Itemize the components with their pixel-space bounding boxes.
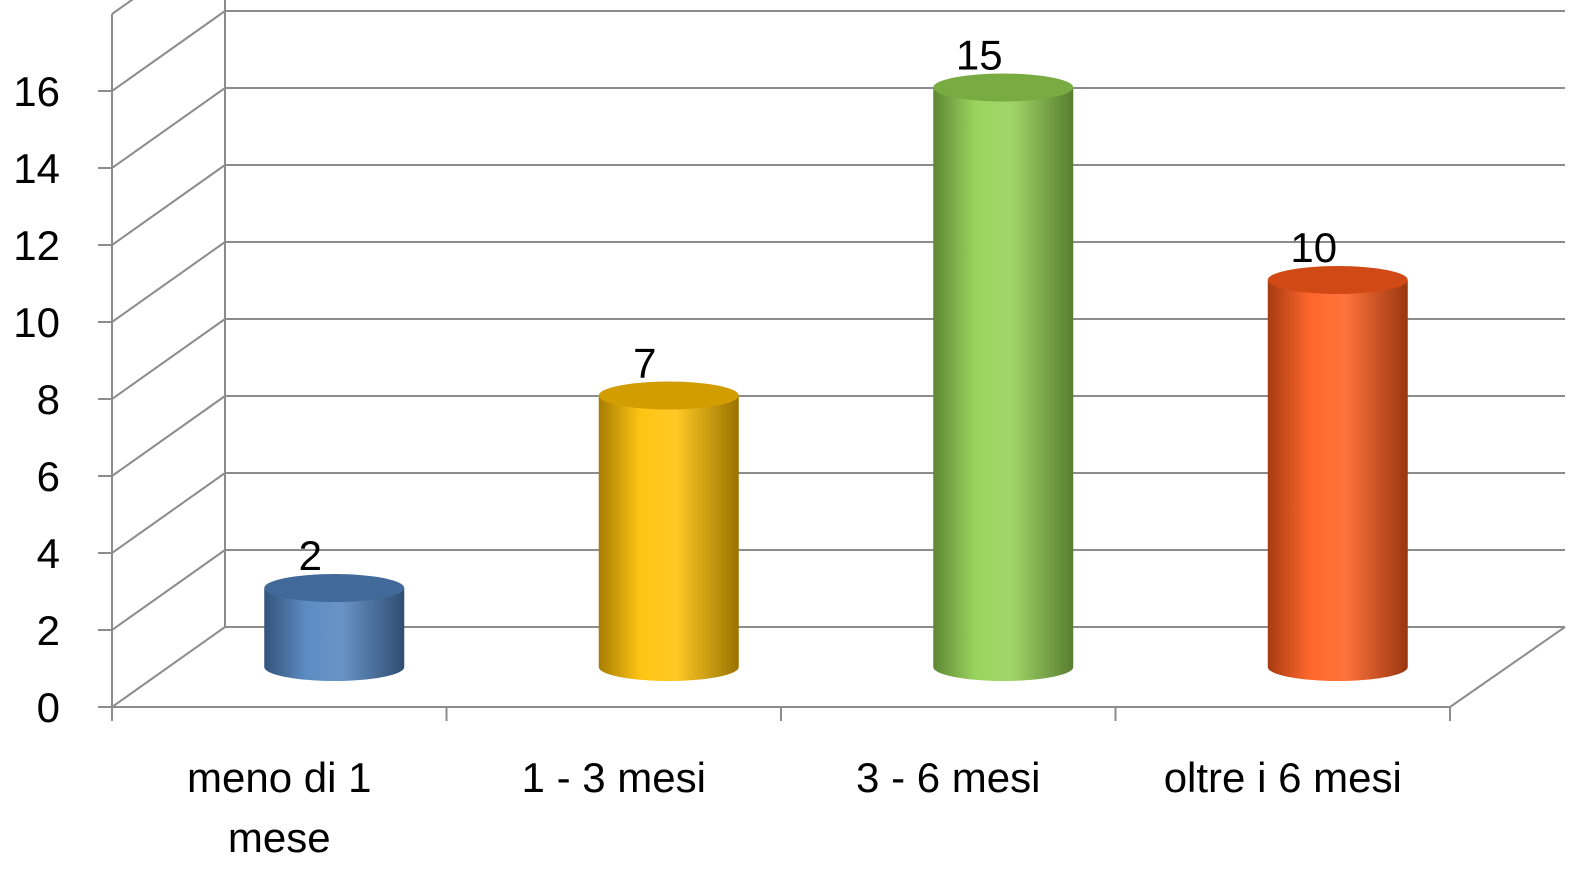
bar-top: [1267, 266, 1408, 294]
bars: [264, 73, 1408, 682]
gridline-side: [111, 0, 134, 15]
y-tick-label: 16: [13, 68, 60, 115]
x-tick-label: 1 - 3 mesi: [522, 754, 706, 801]
y-tick-label: 0: [37, 684, 60, 731]
chart-walls: [224, 0, 1566, 708]
y-tick-label: 6: [37, 453, 60, 500]
data-label: 7: [633, 340, 656, 387]
bar: [598, 381, 739, 682]
gridline-side: [111, 10, 226, 92]
y-tick-labels: 0 2 4 6 8 10 12 14 16: [13, 68, 60, 731]
bar: [1267, 266, 1408, 682]
gridline-side: [111, 241, 226, 323]
bar: [264, 574, 405, 682]
floor-right-edge: [1449, 626, 1566, 708]
y-tick-label: 12: [13, 222, 60, 269]
x-tick-label: meno di 1: [187, 754, 371, 801]
bar-body: [933, 87, 1074, 682]
bar: [933, 73, 1074, 682]
axes: [98, 14, 1451, 721]
x-tick-label: 3 - 6 mesi: [856, 754, 1040, 801]
data-labels: 2 7 15 10: [299, 32, 1338, 580]
data-label: 10: [1290, 224, 1337, 271]
y-tick-label: 14: [13, 145, 60, 192]
y-tick-label: 4: [37, 530, 60, 577]
gridline-side: [111, 395, 226, 477]
gridline-side: [111, 549, 226, 631]
data-label: 15: [956, 32, 1003, 79]
data-label: 2: [299, 532, 322, 579]
bar-top: [598, 381, 739, 410]
x-tick-label: mese: [228, 814, 331, 861]
gridline-side: [111, 164, 226, 246]
x-tick-label: oltre i 6 mesi: [1164, 754, 1402, 801]
gridline-side: [111, 472, 226, 554]
bar-top: [933, 73, 1074, 102]
gridline-side: [111, 626, 226, 708]
y-tick-label: 2: [37, 607, 60, 654]
x-tick-labels: meno di 1 mese 1 - 3 mesi 3 - 6 mesi oltre i…: [187, 754, 1402, 861]
y-tick-label: 10: [13, 299, 60, 346]
bar-top: [264, 574, 405, 602]
gridline-side: [111, 87, 226, 169]
bar-body: [264, 588, 405, 682]
bar-body: [1267, 280, 1408, 682]
gridline-side: [111, 318, 226, 400]
y-tick-label: 8: [37, 376, 60, 423]
bar-body: [598, 395, 739, 682]
